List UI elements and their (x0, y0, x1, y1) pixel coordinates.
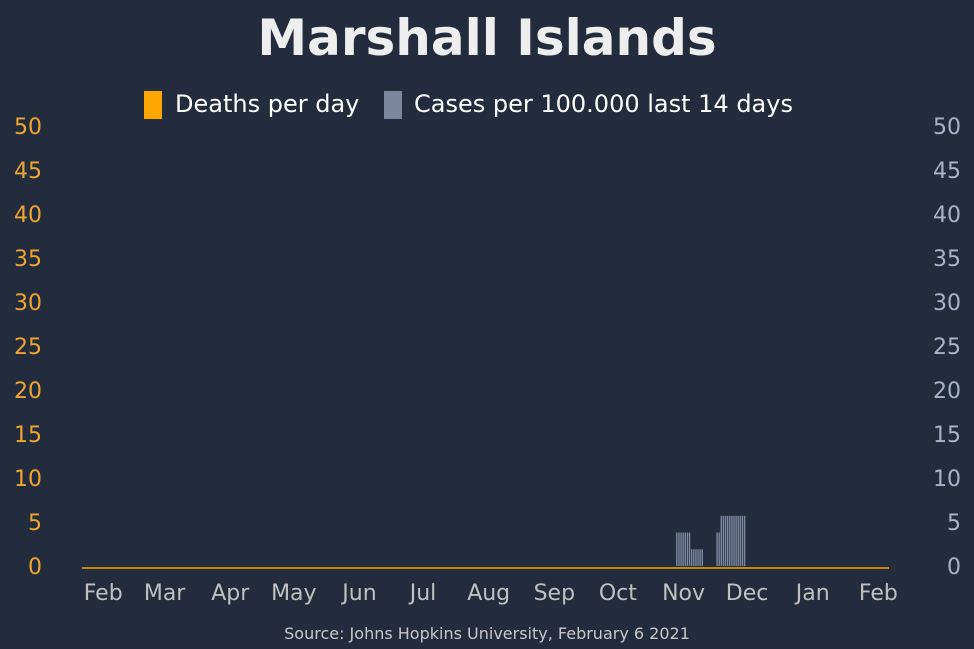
y-left-tick-label: 40 (14, 203, 42, 228)
y-right-tick-label: 25 (933, 335, 961, 360)
y-right-tick-label: 20 (933, 379, 961, 404)
y-right-tick-label: 0 (947, 555, 961, 580)
x-tick-label: Jun (340, 581, 376, 606)
legend: Deaths per day Cases per 100.000 last 14… (144, 90, 793, 119)
bar-series-cases (676, 515, 746, 566)
y-left-tick-label: 5 (28, 511, 42, 536)
x-tick-label: Oct (599, 581, 637, 606)
case-bar (722, 515, 725, 566)
y-left-tick-label: 50 (14, 115, 42, 140)
case-bar (716, 532, 718, 566)
y-right-tick-label: 35 (933, 247, 961, 272)
case-bar (688, 532, 691, 566)
y-left-tick-label: 0 (28, 555, 42, 580)
y-right-tick-label: 45 (933, 159, 961, 184)
case-bar (676, 532, 678, 566)
case-bar (682, 532, 684, 566)
case-bar (735, 515, 737, 566)
y-left-tick-label: 25 (14, 335, 42, 360)
case-bar (678, 532, 680, 566)
legend-swatch-deaths (144, 91, 162, 119)
x-tick-label: Jan (794, 581, 830, 606)
case-bar (731, 515, 733, 566)
case-bar (737, 515, 739, 566)
y-right-tick-label: 15 (933, 423, 961, 448)
case-bar (701, 549, 703, 566)
case-bar (739, 515, 742, 566)
y-left-tick-label: 10 (14, 467, 42, 492)
x-tick-label: Aug (467, 581, 510, 606)
case-bar (718, 532, 720, 566)
case-bar (684, 532, 687, 566)
y-right-tick-label: 30 (933, 291, 961, 316)
y-left-tick-label: 30 (14, 291, 42, 316)
case-bar (695, 549, 697, 566)
case-bar (726, 515, 729, 566)
legend-swatch-cases (384, 91, 402, 119)
y-right-tick-label: 5 (947, 511, 961, 536)
y-right-tick-label: 40 (933, 203, 961, 228)
case-bar (724, 515, 727, 566)
x-tick-label: Sep (534, 581, 575, 606)
chart-title: Marshall Islands (257, 9, 716, 67)
y-left-tick-label: 35 (14, 247, 42, 272)
x-tick-label: May (271, 581, 316, 606)
legend-label-deaths: Deaths per day (175, 90, 359, 118)
case-bar (686, 532, 689, 566)
x-tick-label: Mar (144, 581, 186, 606)
x-tick-label: Feb (859, 581, 898, 606)
y-right-tick-label: 50 (933, 115, 961, 140)
case-bar (697, 549, 699, 566)
case-bar (733, 515, 735, 566)
x-tick-label: Feb (84, 581, 123, 606)
x-tick-label: Apr (211, 581, 250, 606)
case-bar (729, 515, 731, 566)
x-tick-label: Nov (662, 581, 705, 606)
case-bar (693, 549, 695, 566)
case-bar (680, 532, 682, 566)
y-right-tick-label: 10 (933, 467, 961, 492)
x-axis: Feb Mar Apr May Jun Jul Aug Sep Oct Nov Dec Jan Feb (84, 581, 898, 606)
source-note: Source: Johns Hopkins University, Februa… (284, 624, 690, 643)
case-bar (743, 515, 746, 566)
case-bar (690, 549, 693, 566)
x-tick-label: Jul (408, 581, 437, 606)
y-axis-left: 0 5 10 15 20 25 30 35 40 45 50 (14, 115, 42, 580)
y-axis-right: 0 5 10 15 20 25 30 35 40 45 50 (933, 115, 961, 580)
case-bar (699, 549, 701, 566)
y-left-tick-label: 15 (14, 423, 42, 448)
x-tick-label: Dec (726, 581, 769, 606)
y-left-tick-label: 45 (14, 159, 42, 184)
case-bar (720, 515, 723, 566)
y-left-tick-label: 20 (14, 379, 42, 404)
legend-label-cases: Cases per 100.000 last 14 days (414, 90, 793, 118)
case-bar (741, 515, 744, 566)
